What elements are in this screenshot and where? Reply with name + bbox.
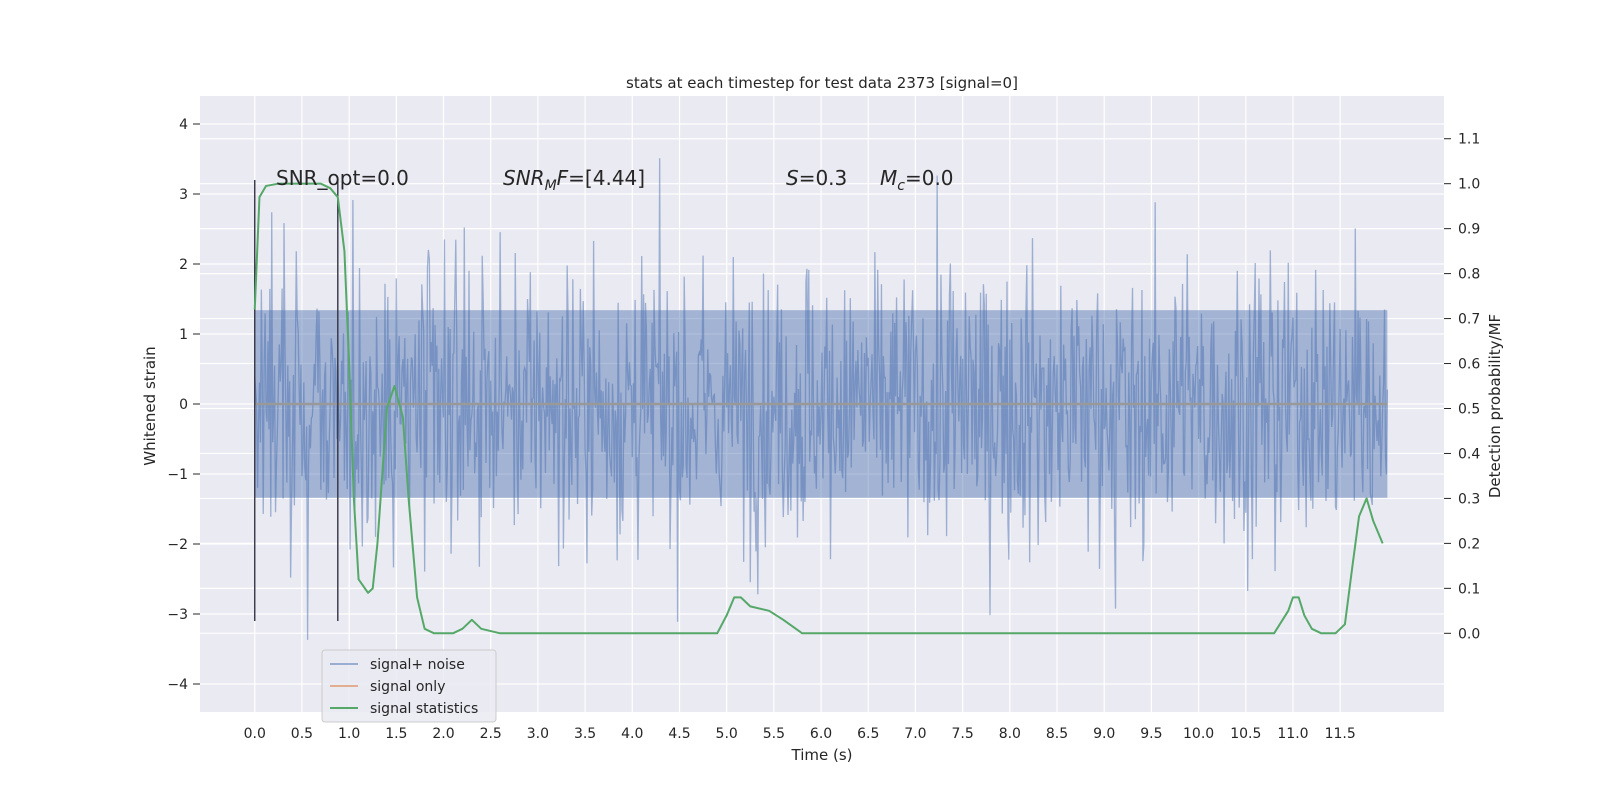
legend-label-signal-only: signal only	[370, 679, 445, 695]
x-tick-label: 4.0	[621, 726, 643, 742]
y-tick-label: −4	[167, 677, 188, 693]
annotation-mc-rest: =0.0	[905, 166, 954, 190]
legend-box	[321, 649, 497, 723]
x-tick-label: 1.0	[338, 726, 360, 742]
y2-tick-label: 0.0	[1458, 626, 1480, 642]
x-tick-label: 10.5	[1230, 726, 1261, 742]
annotation-s-rest: =0.3	[799, 166, 848, 190]
y-tick-label: 4	[179, 117, 188, 133]
annotation-snr-opt: SNR_opt=0.0	[276, 166, 409, 190]
x-tick-label: 0.5	[291, 726, 313, 742]
y-tick-label: 2	[179, 257, 188, 273]
x-tick-label: 0.0	[244, 726, 266, 742]
y2-tick-label: 0.7	[1458, 312, 1480, 328]
annotation-mc: Mc=0.0	[880, 166, 954, 194]
x-tick-label: 4.5	[668, 726, 690, 742]
legend-label-signal-statistics: signal statistics	[370, 701, 478, 717]
x-tick-label: 5.0	[716, 726, 738, 742]
x-tick-label: 11.0	[1277, 726, 1308, 742]
x-tick-label: 3.5	[574, 726, 596, 742]
x-tick-label: 3.0	[527, 726, 549, 742]
y2-axis-label: Detection probability/MF	[1486, 314, 1504, 498]
x-tick-label: 9.0	[1093, 726, 1115, 742]
x-tick-label: 7.5	[952, 726, 974, 742]
y2-tick-label: 0.6	[1458, 357, 1480, 373]
y-axis-label: Whitened strain	[141, 346, 159, 465]
x-tick-label: 7.0	[904, 726, 926, 742]
y-tick-label: −1	[167, 467, 188, 483]
y2-tick-label: 0.9	[1458, 222, 1480, 238]
x-tick-label: 10.0	[1183, 726, 1214, 742]
y2-tick-label: 0.1	[1458, 581, 1480, 597]
series-signal-noise	[254, 158, 1389, 640]
y2-tick-label: 0.5	[1458, 401, 1480, 417]
y2-tick-label: 0.8	[1458, 267, 1480, 283]
x-tick-label: 1.5	[385, 726, 407, 742]
x-tick-label: 5.5	[763, 726, 785, 742]
y2-tick-label: 1.1	[1458, 132, 1480, 148]
x-tick-label: 8.0	[999, 726, 1021, 742]
annotation-s-main: S	[786, 166, 799, 190]
y2-tick-label: 0.4	[1458, 446, 1480, 462]
y-tick-label: 0	[179, 397, 188, 413]
annotation-snr-mf-sub: M	[545, 178, 557, 194]
x-tick-label: 9.5	[1140, 726, 1162, 742]
series-signal-statistics	[253, 182, 1384, 635]
x-tick-label: 8.5	[1046, 726, 1068, 742]
annotation-snr-mf-value: =[4.44]	[568, 166, 645, 190]
y-tick-label: 3	[179, 187, 188, 203]
annotation-mc-main: M	[880, 166, 897, 190]
y2-tick-label: 0.2	[1458, 536, 1480, 552]
annotation-snr-mf-main: SNR	[503, 166, 545, 190]
data-layer	[253, 180, 1388, 635]
y-tick-label: −3	[167, 607, 188, 623]
chart-title: stats at each timestep for test data 237…	[626, 74, 1018, 92]
annotation-snr-mf-rest-f: F	[557, 166, 569, 190]
y2-tick-label: 0.3	[1458, 491, 1480, 507]
x-tick-label: 2.0	[432, 726, 454, 742]
annotation-mc-sub: c	[897, 178, 905, 194]
x-tick-label: 6.0	[810, 726, 832, 742]
annotation-s: S=0.3	[786, 166, 847, 190]
axis-layer: 0.0 0.5 1.0 1.5 2.0 2.5 3.0 3.5 4.0 4.5 5.0 5.5 6.0 6…	[167, 117, 1480, 742]
y-tick-label: 1	[179, 327, 188, 343]
x-tick-label: 2.5	[480, 726, 502, 742]
legend: signal+ noise signal only signal statist…	[321, 649, 497, 723]
legend-label-signal-noise: signal+ noise	[370, 657, 465, 673]
y-tick-label: −2	[167, 537, 188, 553]
y2-tick-label: 1.0	[1458, 177, 1480, 193]
annotation-snr-mf: SNRMF=[4.44]	[503, 166, 645, 194]
x-tick-label: 11.5	[1325, 726, 1356, 742]
x-tick-label: 6.5	[857, 726, 879, 742]
x-axis-label: Time (s)	[791, 746, 853, 764]
